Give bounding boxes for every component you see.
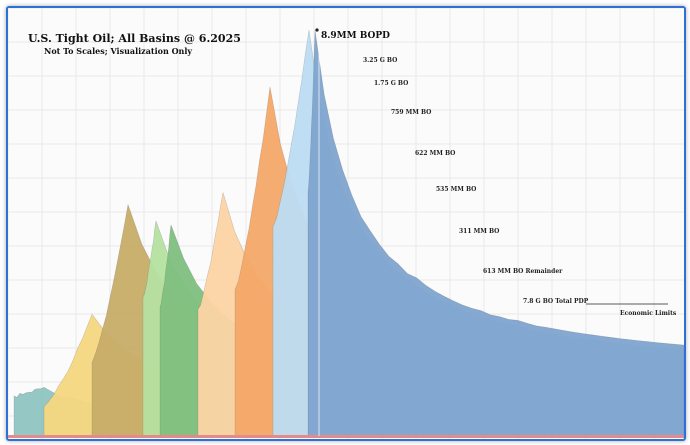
chart-title: U.S. Tight Oil; All Basins @ 6.2025 xyxy=(28,32,241,45)
area-series-9 xyxy=(307,29,684,437)
annotation-535-mm-bo: 535 MM BO xyxy=(436,186,477,193)
area-series-group xyxy=(13,29,684,437)
tight-oil-area-chart xyxy=(8,8,684,439)
annotation-1-75-g-bo: 1.75 G BO xyxy=(374,80,409,87)
peak-label: 8.9MM BOPD xyxy=(321,31,390,41)
chart-frame: U.S. Tight Oil; All Basins @ 6.2025 Not … xyxy=(6,6,686,441)
annotation-3-25-g-bo: 3.25 G BO xyxy=(363,57,398,64)
annotation-total-pdp: 7.8 G BO Total PDP xyxy=(523,298,589,305)
baseline-band xyxy=(8,435,684,438)
annotation-remainder: 613 MM BO Remainder xyxy=(483,268,563,275)
peak-marker xyxy=(315,28,319,32)
annotation-759-mm-bo: 759 MM BO xyxy=(391,109,432,116)
annotation-622-mm-bo: 622 MM BO xyxy=(415,150,456,157)
chart-subtitle: Not To Scales; Visualization Only xyxy=(44,46,193,56)
annotation-economic-limits: Economic Limits xyxy=(620,310,677,317)
annotation-311-mm-bo: 311 MM BO xyxy=(459,228,500,235)
